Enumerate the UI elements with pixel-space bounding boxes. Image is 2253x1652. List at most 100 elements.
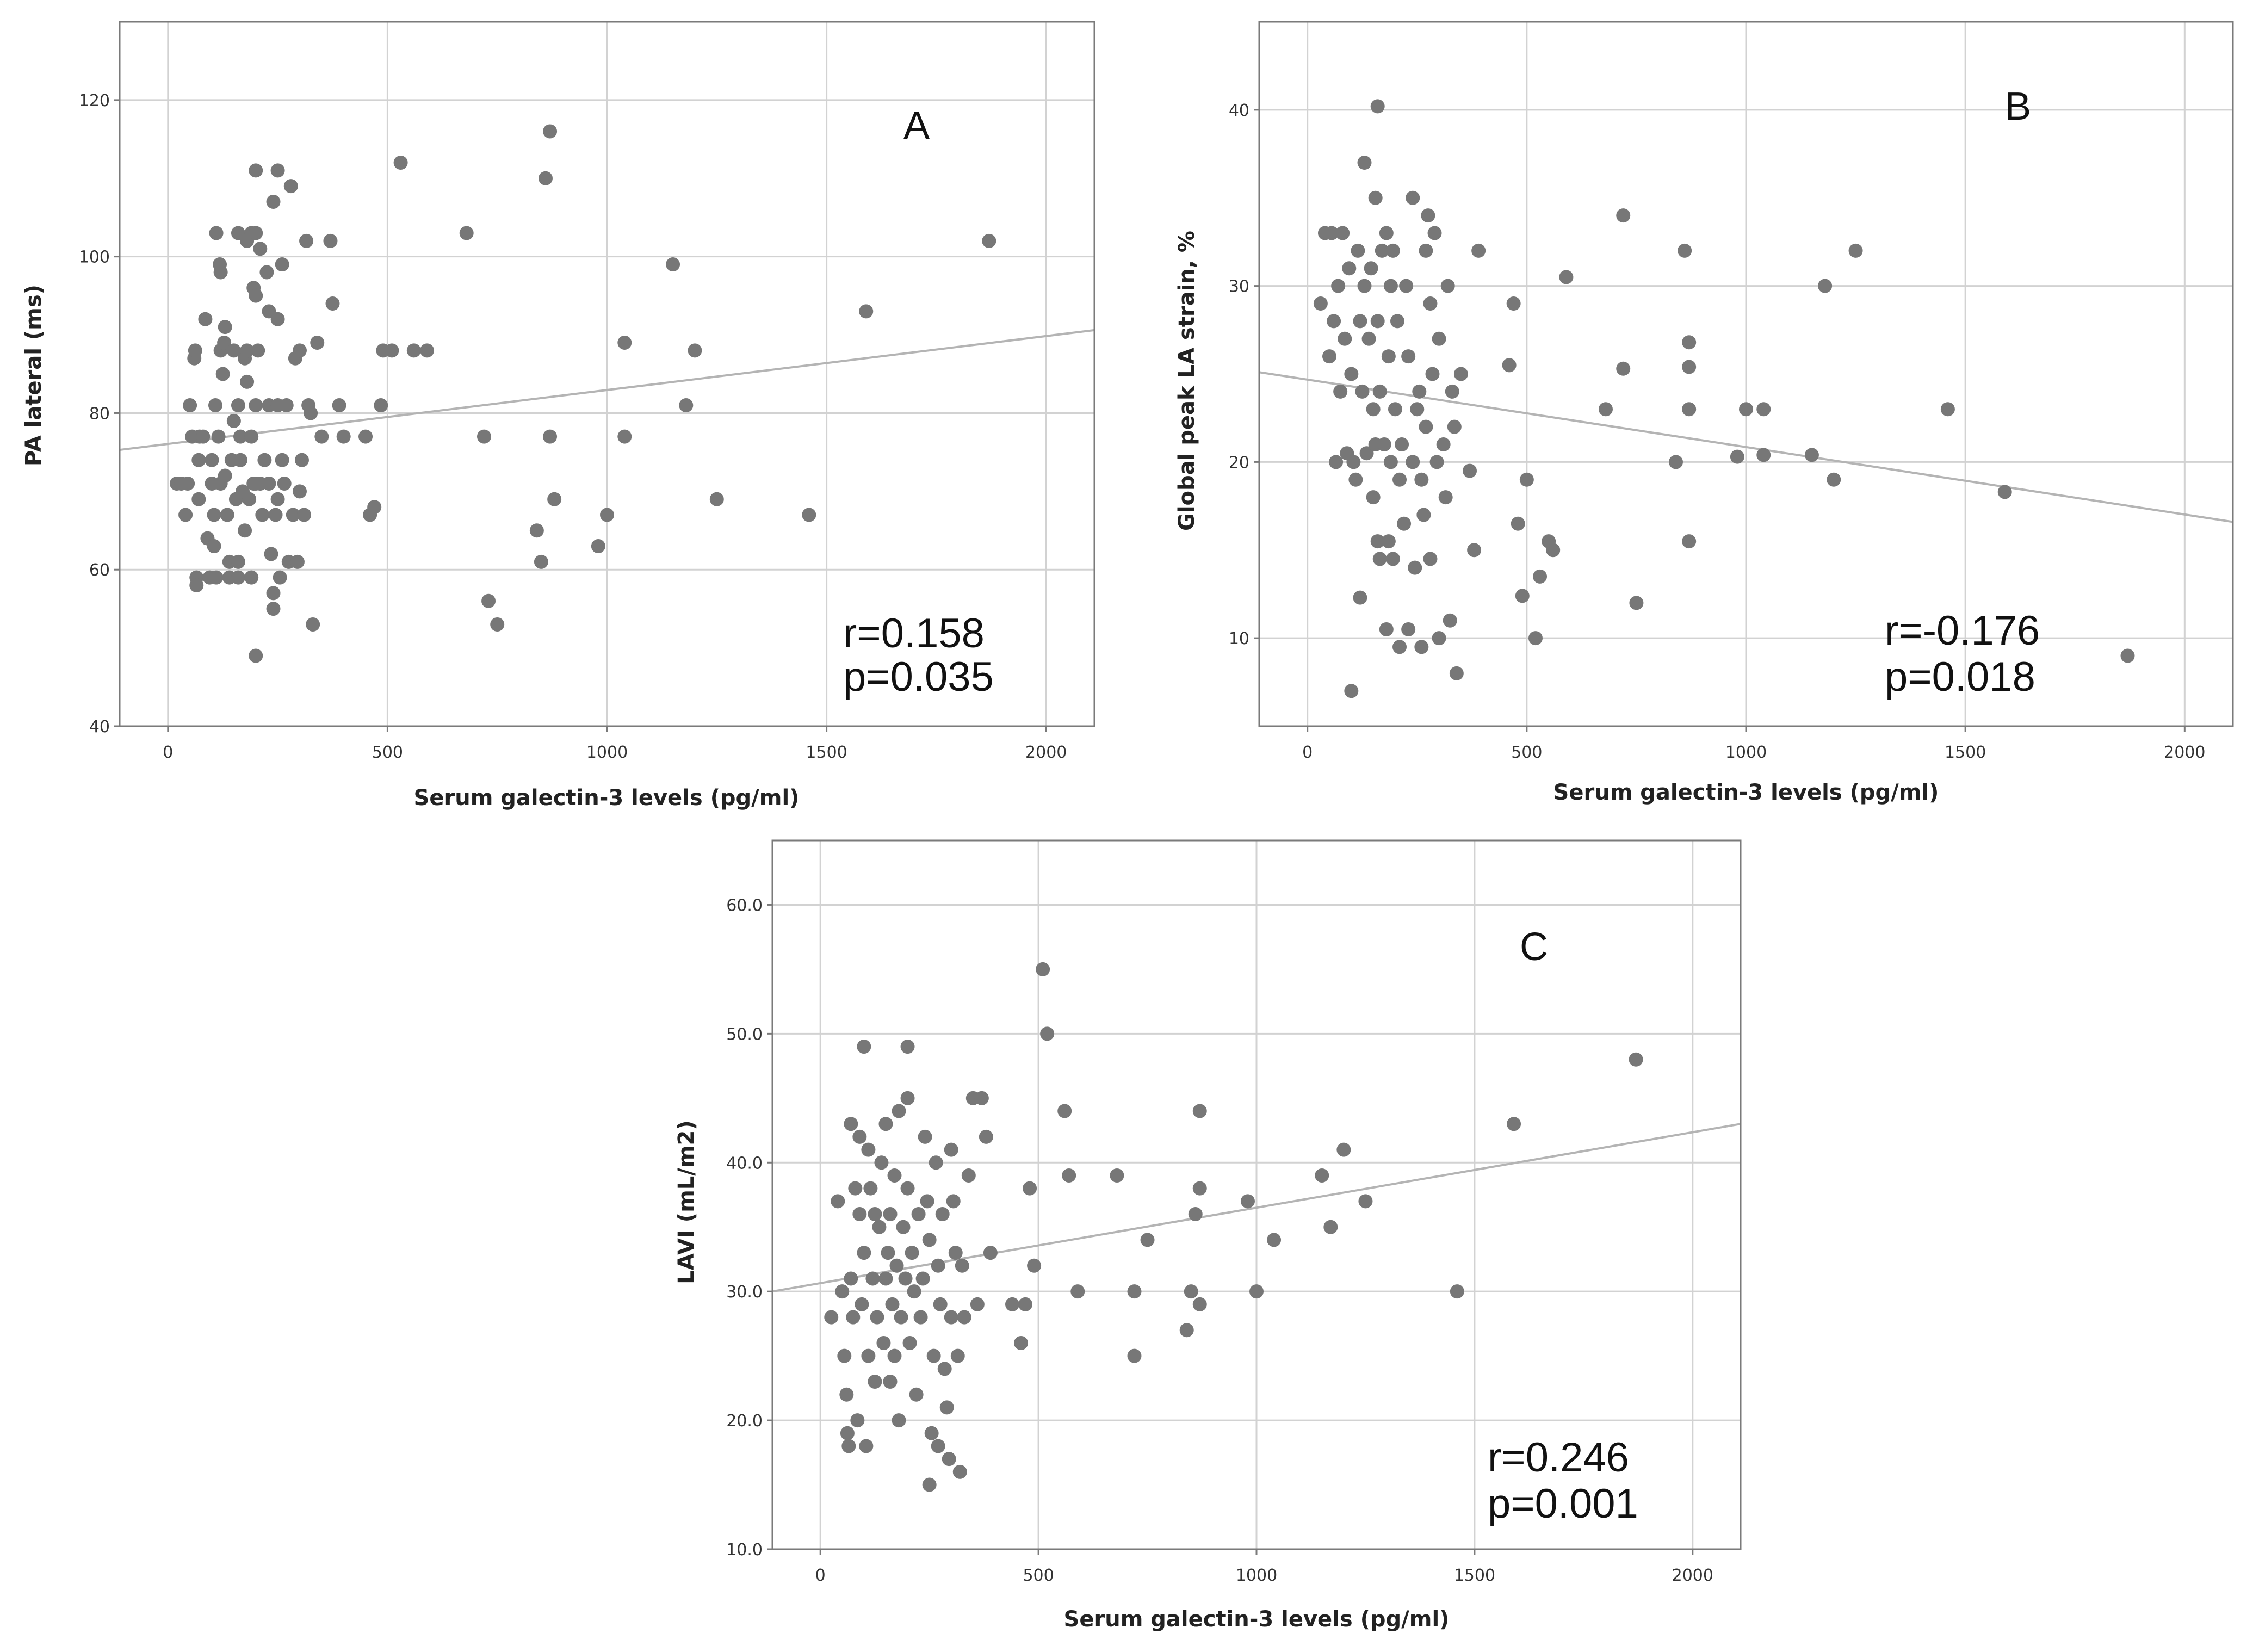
data-point [1678,243,1692,258]
data-point [543,124,558,139]
data-point [1682,360,1697,374]
data-point [950,1348,965,1363]
data-point [1353,314,1367,329]
data-point [205,453,219,467]
y-tick-label: 100 [79,248,110,267]
data-point [1385,243,1400,258]
data-point [850,1413,865,1428]
data-point [294,453,309,467]
data-point [840,1426,855,1440]
data-point [857,1246,871,1260]
data-point [314,429,329,444]
data-point [900,1091,915,1105]
data-point [1392,640,1407,654]
data-point [1419,243,1433,258]
x-tick-label: 500 [372,743,403,762]
data-point [310,335,325,350]
data-point [257,453,272,467]
data-point [367,500,382,515]
data-point [1353,590,1367,605]
data-point [270,163,285,178]
data-point [270,492,285,506]
data-point [251,343,265,358]
data-point [1348,472,1363,487]
data-point [955,1258,969,1273]
data-point [894,1310,908,1325]
data-point [1395,437,1409,451]
data-point [1616,208,1631,223]
data-point [358,429,373,444]
data-point [881,1246,895,1260]
data-point [885,1297,900,1311]
data-point [266,194,281,209]
data-point [1249,1284,1264,1299]
data-point [183,398,197,413]
data-point [490,617,505,632]
data-point [249,288,263,303]
data-point [839,1387,854,1402]
data-point [1331,279,1346,293]
data-point [279,398,294,413]
data-point [870,1310,884,1325]
data-point [887,1348,902,1363]
data-point [922,1477,937,1492]
x-tick-label: 0 [163,743,173,762]
data-point [1361,331,1376,346]
y-tick-label: 20.0 [726,1412,763,1431]
panel-label: A [903,104,930,147]
data-point [1739,402,1753,417]
data-point [1390,314,1404,329]
data-point [1315,1168,1329,1183]
data-point [913,1310,928,1325]
data-point [666,257,680,272]
data-point [1018,1297,1033,1311]
data-point [270,312,285,326]
data-point [1327,314,1341,329]
data-point [181,476,195,491]
data-point [226,343,241,358]
data-point [1848,243,1863,258]
data-point [249,648,263,663]
data-point [1322,349,1337,364]
data-point [266,586,281,601]
y-tick-label: 40 [1229,101,1249,120]
data-point [1392,472,1407,487]
data-point [275,453,289,467]
data-point [876,1335,891,1350]
data-point [1940,402,1955,417]
data-point [1528,631,1543,646]
data-point [944,1142,958,1157]
data-point [189,578,204,592]
data-point [1370,534,1385,549]
p-value: p=0.035 [843,654,994,700]
data-point [1023,1181,1037,1196]
x-tick-label: 500 [1511,743,1542,762]
data-point [240,374,255,389]
data-point [1414,472,1429,487]
data-point [1057,1104,1072,1118]
data-point [215,367,230,381]
y-tick-label: 10.0 [726,1540,763,1560]
data-point [878,1271,893,1286]
data-point [1449,666,1464,680]
data-point [1401,622,1416,636]
data-point [1381,349,1396,364]
data-point [802,508,816,522]
data-point [889,1258,904,1273]
data-point [226,413,241,428]
data-point [1014,1335,1029,1350]
panel-label: C [1520,925,1548,969]
panel-c: 0 500 1000 1500 2000 10.0 20.0 30.0 40.0 50.0 60.0… [674,839,1742,1632]
data-point [859,304,874,319]
data-point [420,343,435,358]
data-point [244,429,259,444]
data-point [939,1400,954,1415]
data-point [844,1271,858,1286]
data-point [286,508,300,522]
data-point [709,492,724,506]
data-point [591,539,605,554]
correlation-r: r=-0.176 [1885,608,2040,654]
data-point [1062,1168,1076,1183]
x-tick-label: 0 [815,1566,826,1585]
data-point [898,1271,913,1286]
